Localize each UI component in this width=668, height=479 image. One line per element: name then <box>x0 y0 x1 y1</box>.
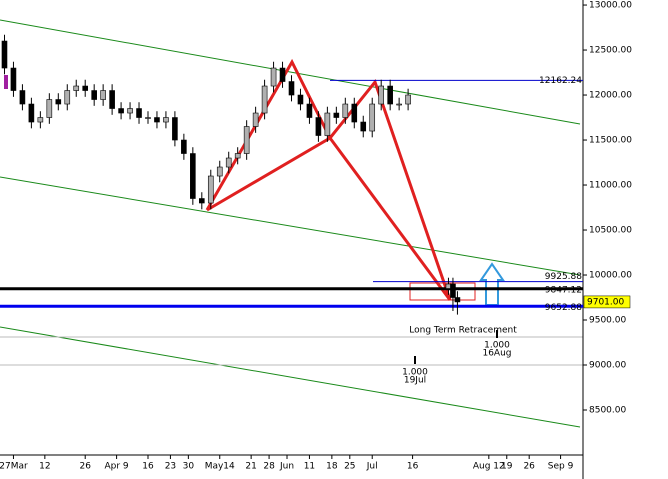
candle-body <box>127 108 133 114</box>
candle-body <box>342 103 349 118</box>
candle-body <box>306 103 313 118</box>
x-tick-label: Aug 12 <box>473 462 505 472</box>
candle-body <box>181 139 187 154</box>
candle-body <box>73 85 80 91</box>
x-tick-label: 16 <box>142 462 154 472</box>
candle-body <box>118 108 124 114</box>
y-tick-label: 12500.00 <box>589 46 632 56</box>
candle-body <box>207 175 214 204</box>
x-tick-label: 28 <box>263 462 275 472</box>
candle-body <box>333 112 340 118</box>
marker <box>4 75 8 89</box>
pattern-line <box>205 58 332 212</box>
candle-body <box>109 90 115 109</box>
annotation: 1.000 <box>402 368 428 378</box>
candle-body <box>396 103 402 106</box>
candle-body <box>64 90 71 105</box>
candle-body <box>190 153 196 199</box>
x-tick-label: 30 <box>183 462 195 472</box>
x-tick-label: May14 <box>205 462 235 472</box>
y-tick-label: 11000.00 <box>589 181 632 191</box>
candle-body <box>46 99 53 118</box>
candle-body <box>216 166 223 177</box>
price-tag <box>583 295 631 309</box>
annotation: Long Term Retracement <box>409 326 517 336</box>
level-label: 9925.88 <box>545 272 582 282</box>
x-tick-label: 25 <box>344 462 355 472</box>
x-tick-label: 26 <box>523 462 535 472</box>
candle-body <box>279 67 286 82</box>
candle-body <box>315 117 322 136</box>
y-tick-label: 10000.00 <box>589 271 632 281</box>
candle-body <box>360 121 367 132</box>
level-label: 9652.88 <box>545 303 582 313</box>
candle-body <box>163 117 169 123</box>
x-tick-label: 26 <box>79 462 91 472</box>
candle-body <box>252 112 259 127</box>
candle-body <box>10 67 17 91</box>
y-tick-label: 13000.00 <box>589 1 632 11</box>
x-tick-label: 11 <box>304 462 315 472</box>
y-tick-label: 8500.00 <box>589 406 626 416</box>
candle-body <box>234 153 241 159</box>
candle-body <box>199 198 205 204</box>
x-tick-label: Apr 9 <box>105 462 129 472</box>
candle-body <box>91 90 97 100</box>
channel-line <box>0 326 581 428</box>
candle-body <box>154 117 160 123</box>
x-tick-label: Jul <box>366 462 378 472</box>
candle-body <box>145 117 151 119</box>
candle-body <box>297 94 304 105</box>
candle-body <box>378 85 384 105</box>
candle-body <box>270 67 277 87</box>
x-tick-label: Sep 9 <box>548 462 574 472</box>
annotation: 19Jul <box>404 376 426 386</box>
candle-body <box>37 117 44 123</box>
channel-line <box>0 176 581 276</box>
channel-line <box>0 19 581 125</box>
candle-body <box>82 85 89 91</box>
candle-body <box>450 283 456 298</box>
candle-body <box>405 94 411 105</box>
level-label: 12162.24 <box>539 76 582 86</box>
level-label: 9847.12 <box>545 285 582 295</box>
candle-body <box>1 40 8 69</box>
candle-body <box>225 157 232 168</box>
annotation: 16Aug <box>482 349 511 359</box>
candle-body <box>387 85 393 105</box>
candle-body <box>288 81 295 96</box>
x-tick-label: 12 <box>39 462 50 472</box>
y-tick-label: 9500.00 <box>589 316 626 326</box>
candle-body <box>55 99 62 105</box>
x-tick-label: 18 <box>326 462 338 472</box>
candle-body <box>100 90 106 100</box>
x-tick-label: Jun <box>279 462 294 472</box>
y-tick-label: 12000.00 <box>589 91 632 101</box>
candle-body <box>136 108 142 118</box>
x-tick-label: 27Mar <box>0 462 28 472</box>
x-tick-label: 21 <box>245 462 256 472</box>
candle-body <box>172 117 178 141</box>
candle-body <box>28 103 35 123</box>
up-arrow <box>479 262 505 306</box>
drawings <box>0 19 583 428</box>
x-tick-label: 16 <box>407 462 419 472</box>
candle-body <box>369 103 376 132</box>
x-tick-label: 19 <box>501 462 513 472</box>
candle-body <box>324 112 331 136</box>
target-box <box>409 282 476 301</box>
candle-body <box>243 126 250 154</box>
y-tick-label: 11500.00 <box>589 136 632 146</box>
candle-body <box>454 297 461 303</box>
x-tick-label: 23 <box>165 462 176 472</box>
candle-body <box>19 90 26 105</box>
y-tick-label: 10500.00 <box>589 226 632 236</box>
level-label: 9701.00 <box>587 297 624 307</box>
y-tick-label: 9000.00 <box>589 361 626 371</box>
annotation: 1.000 <box>484 341 510 351</box>
candle-body <box>351 103 358 123</box>
candle-body <box>261 85 268 114</box>
